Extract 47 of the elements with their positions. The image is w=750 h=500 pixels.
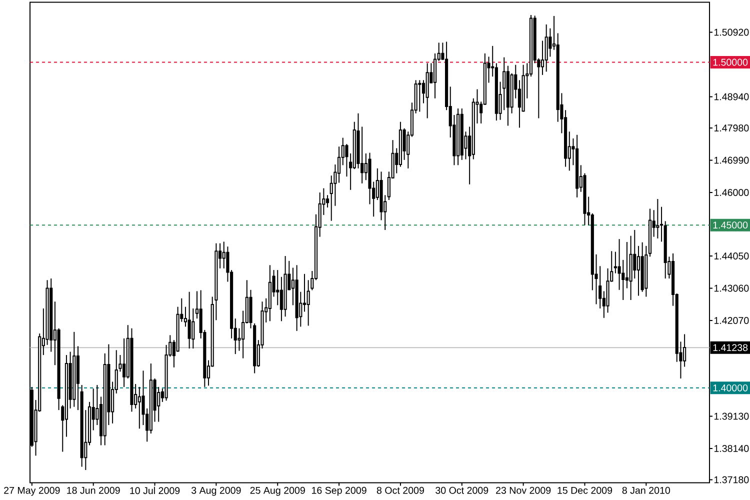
candlestick bbox=[418, 80, 422, 112]
x-tick-label: 18 Jun 2009 bbox=[67, 486, 120, 494]
y-tick-label: 1.44050 bbox=[714, 252, 749, 260]
candlestick bbox=[188, 291, 191, 350]
candlestick bbox=[276, 270, 280, 306]
candlestick bbox=[683, 334, 686, 368]
candlestick bbox=[222, 241, 226, 269]
y-tick-label: 1.48940 bbox=[714, 93, 749, 100]
x-tick-label: 25 Aug 2009 bbox=[250, 486, 305, 496]
x-tick-label: 23 Nov 2009 bbox=[496, 486, 551, 494]
ref-line-label: 1.50000 bbox=[713, 58, 748, 66]
candlestick bbox=[636, 245, 640, 296]
candlestick bbox=[280, 276, 283, 322]
ref-line-label: 1.41238 bbox=[713, 344, 748, 352]
candlestick bbox=[138, 386, 141, 430]
candlestick bbox=[360, 126, 364, 184]
x-tick-label: 16 Sep 2009 bbox=[312, 486, 366, 496]
candlestick bbox=[544, 24, 548, 72]
x-tick-label: 8 Oct 2009 bbox=[376, 486, 424, 494]
ref-line-label: 1.45000 bbox=[713, 222, 748, 229]
candlestick bbox=[540, 40, 544, 76]
x-tick-label: 10 Jul 2009 bbox=[130, 486, 180, 494]
x-tick-label: 30 Oct 2009 bbox=[436, 486, 488, 494]
y-tick-label: 1.43060 bbox=[714, 284, 749, 292]
y-tick-label: 1.46000 bbox=[714, 189, 749, 196]
y-tick-label: 1.38140 bbox=[714, 445, 749, 452]
candlestick bbox=[338, 146, 341, 184]
y-tick-label: 1.39130 bbox=[714, 412, 749, 420]
candlestick bbox=[656, 198, 660, 239]
candlestick bbox=[614, 251, 617, 274]
candlestick bbox=[306, 280, 310, 326]
x-tick-label: 8 Jan 2010 bbox=[622, 486, 670, 494]
y-tick-label: 1.46990 bbox=[714, 156, 749, 164]
candlestick bbox=[625, 242, 629, 289]
candlestick bbox=[122, 338, 126, 388]
candlestick bbox=[548, 28, 552, 58]
y-tick-label: 1.37180 bbox=[714, 476, 749, 484]
candlestick bbox=[433, 52, 437, 99]
x-tick-label: 27 May 2009 bbox=[4, 486, 60, 496]
y-tick-label: 1.50920 bbox=[714, 28, 749, 36]
candlestick bbox=[326, 194, 330, 208]
x-tick-label: 15 Dec 2009 bbox=[558, 486, 612, 494]
x-tick-label: 3 Aug 2009 bbox=[192, 486, 241, 496]
candlestick bbox=[633, 229, 636, 279]
y-tick-label: 1.47980 bbox=[714, 124, 749, 132]
ref-line-label: 1.40000 bbox=[713, 384, 748, 392]
y-tick-label: 1.42070 bbox=[714, 317, 749, 324]
